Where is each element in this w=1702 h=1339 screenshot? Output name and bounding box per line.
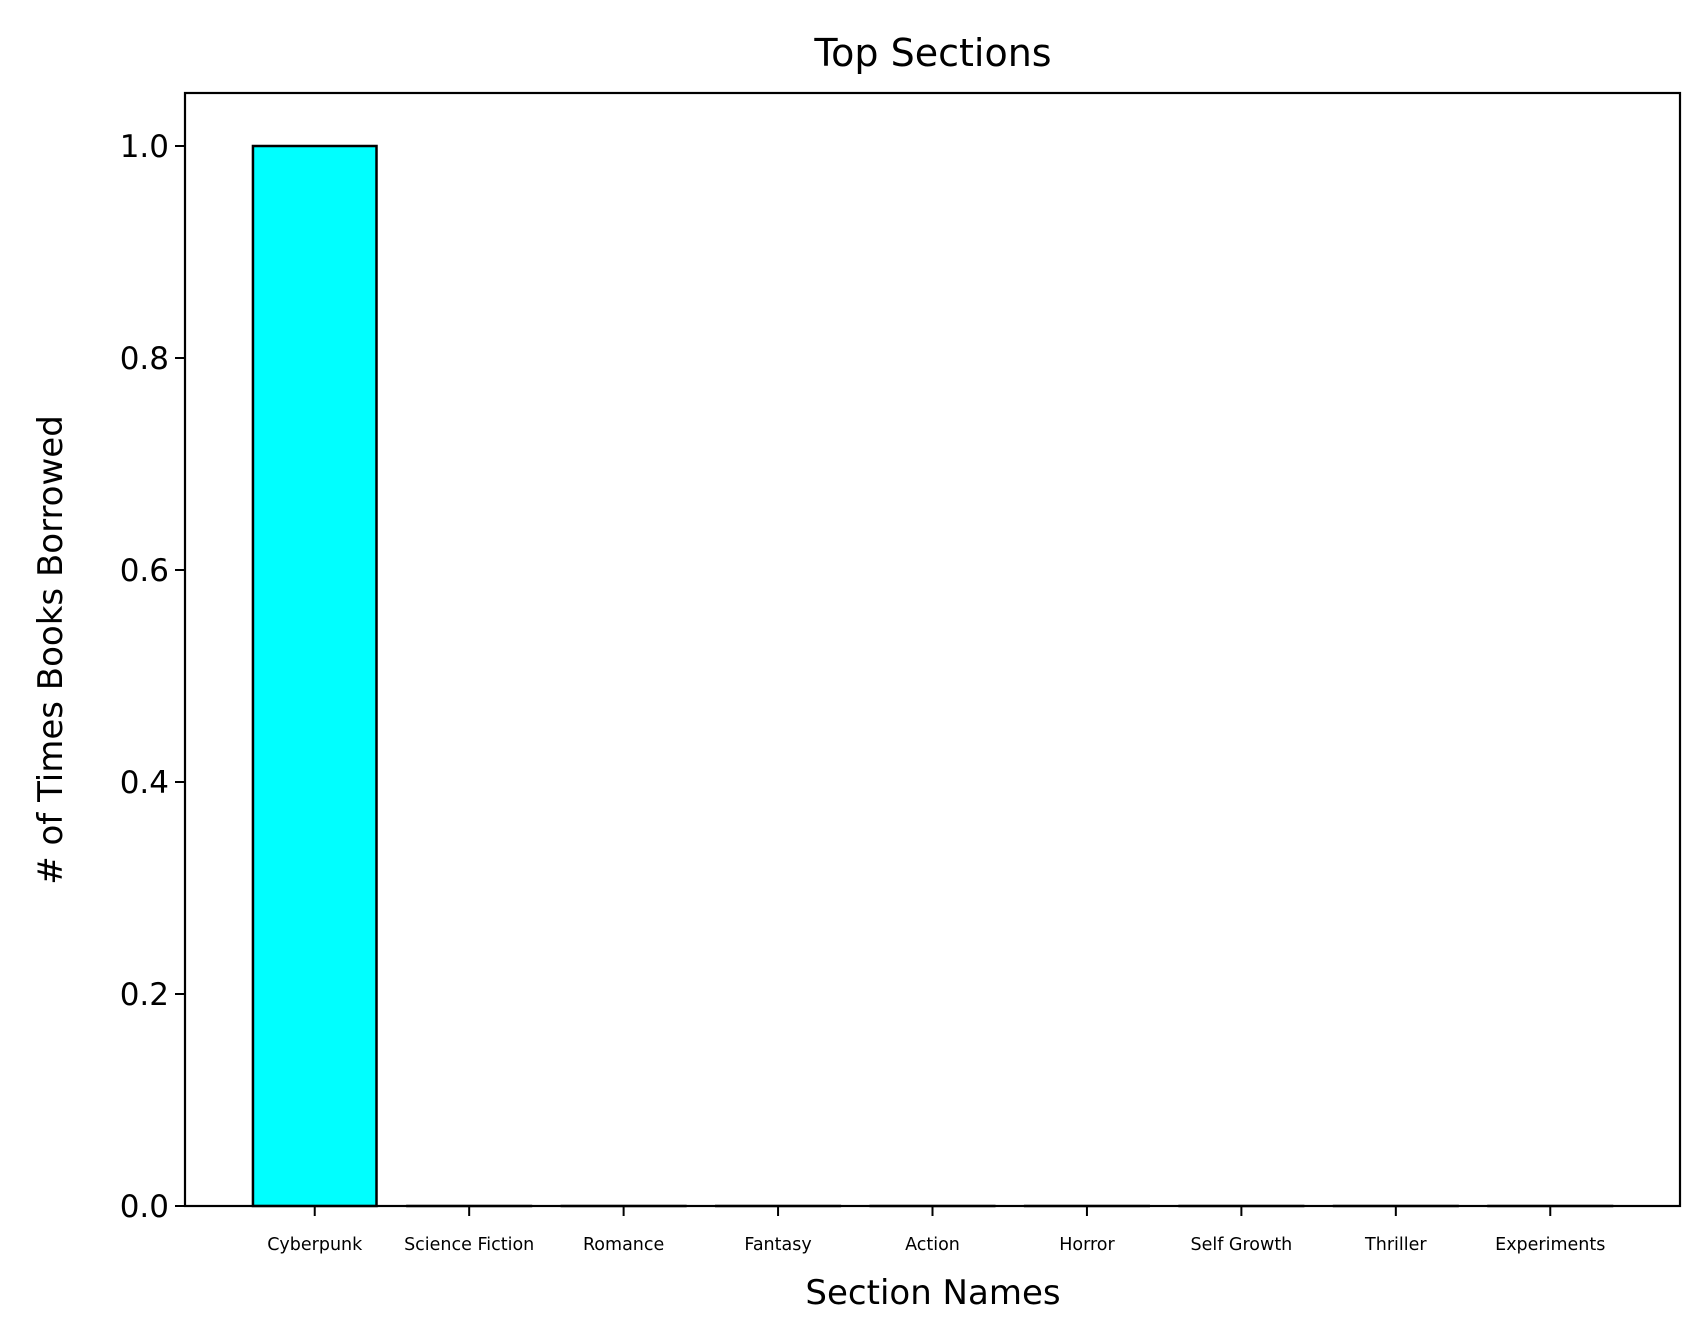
x-tick-label: Fantasy: [744, 1235, 811, 1255]
y-tick-label: 0.8: [120, 341, 169, 377]
y-tick-label: 1.0: [120, 129, 169, 165]
y-tick-label: 0.2: [120, 977, 169, 1013]
x-axis-ticks: Cyberpunk Science Fiction Romance Fantasy Ac…: [267, 1206, 1605, 1255]
x-tick-label: Romance: [583, 1235, 664, 1255]
x-tick-label: Action: [905, 1235, 960, 1255]
x-tick-label: Experiments: [1495, 1235, 1605, 1255]
bars-group: [251, 144, 1614, 1208]
bar-cyberpunk: [251, 144, 378, 1208]
y-tick-label: 0.6: [120, 553, 169, 589]
x-tick-label: Science Fiction: [404, 1235, 534, 1255]
chart-title: Top Sections: [813, 31, 1051, 75]
x-tick-label: Self Growth: [1190, 1235, 1292, 1255]
y-axis-label: # of Times Books Borrowed: [31, 415, 71, 885]
y-axis-ticks: 0.0 0.2 0.4 0.6 0.8 1.0: [120, 129, 185, 1225]
x-axis-label: Section Names: [805, 1273, 1060, 1313]
x-tick-label: Cyberpunk: [267, 1235, 363, 1255]
plot-frame: [183, 91, 1682, 1208]
y-tick-label: 0.0: [120, 1189, 169, 1225]
x-tick-label: Horror: [1059, 1235, 1115, 1255]
x-tick-label: Thriller: [1364, 1235, 1427, 1255]
y-tick-label: 0.4: [120, 765, 169, 801]
